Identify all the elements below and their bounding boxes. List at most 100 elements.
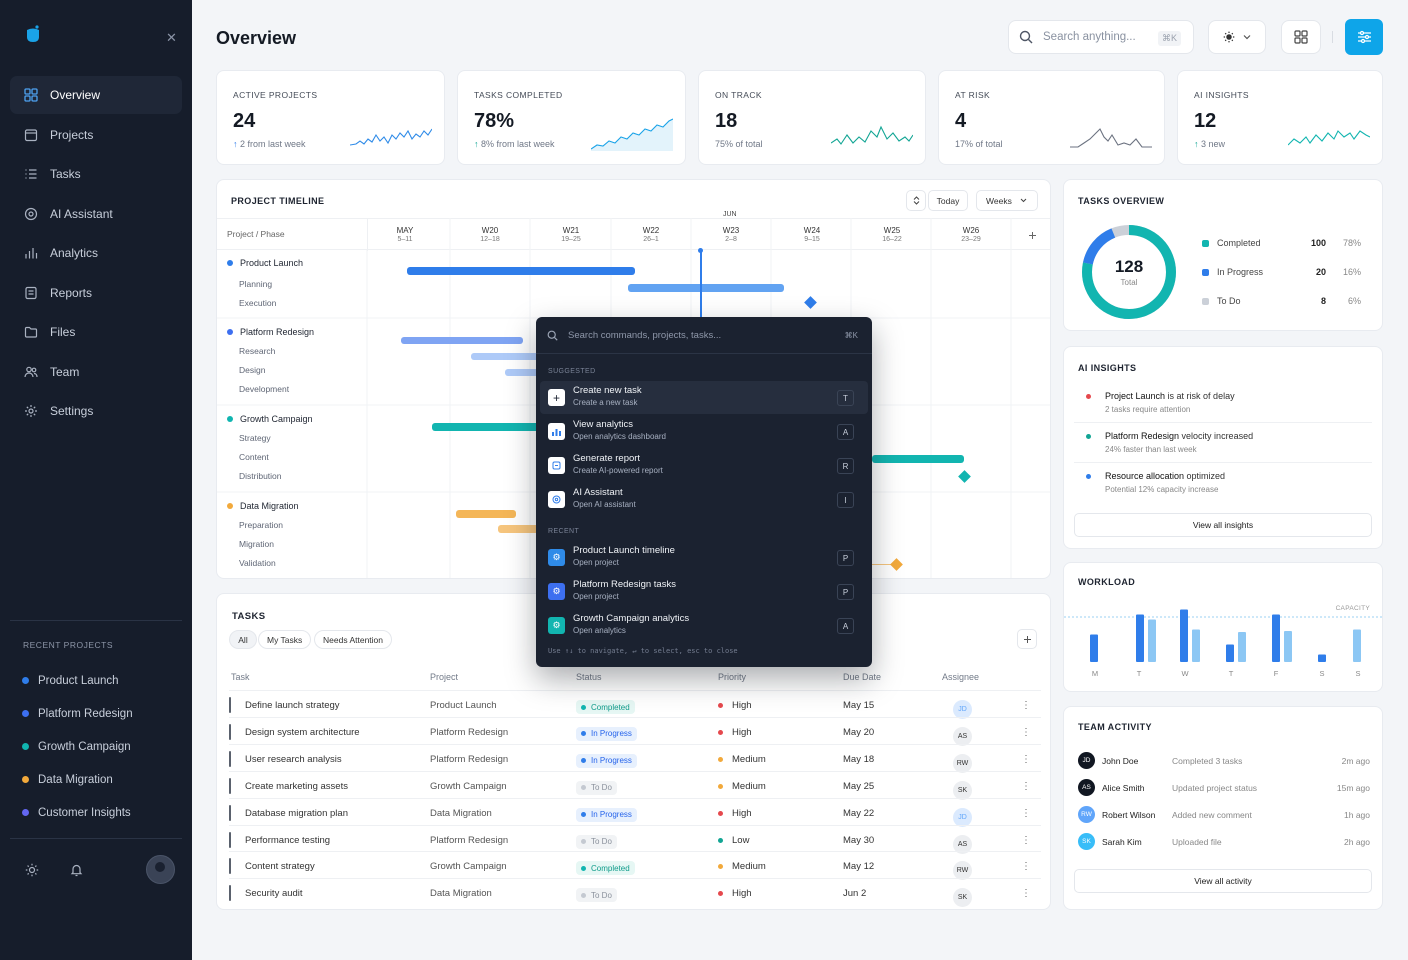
command-create-new-task[interactable]: + Create new task Create a new task T (540, 381, 868, 414)
priority-dot (718, 864, 723, 870)
sidebar-item-projects[interactable]: Projects (10, 116, 182, 154)
row-menu-icon[interactable]: ⋮ (1021, 888, 1031, 900)
recent-project-data-migration[interactable]: Data Migration (22, 763, 133, 796)
close-sidebar-icon[interactable]: ✕ (166, 30, 177, 45)
row-menu-icon[interactable]: ⋮ (1021, 700, 1031, 711)
table-row[interactable]: Database migration plan Data Migration In … (229, 797, 1041, 827)
activity-row[interactable]: JD John Doe Completed 3 tasks 2m ago (1078, 752, 1370, 770)
gantt-bar-preparation[interactable] (456, 510, 516, 518)
sidebar-item-tasks[interactable]: Tasks (10, 155, 182, 193)
gantt-bar-execution[interactable] (628, 284, 784, 292)
col-due-date[interactable]: Due Date (843, 672, 882, 682)
stat-card-at-risk[interactable]: AT RISK 4 17% of total (938, 70, 1165, 165)
table-row[interactable]: Create marketing assets Growth Campaign To… (229, 770, 1041, 800)
view-all-activity-button[interactable]: View all activity (1074, 869, 1372, 893)
project-name: Platform Redesign (240, 327, 315, 337)
expand-icon[interactable] (1028, 231, 1037, 240)
assignee-avatar[interactable]: AS (953, 834, 972, 854)
filters-button[interactable] (1345, 19, 1383, 55)
assignee-avatar[interactable]: RW (953, 753, 972, 773)
command-recent-product-launch[interactable]: ⚙ Product Launch timeline Open project P (540, 541, 868, 574)
theme-toggle-button[interactable] (1208, 20, 1266, 54)
app-logo-icon[interactable] (24, 24, 42, 44)
command-generate-report[interactable]: Generate report Create AI-powered report… (540, 449, 868, 482)
insight-item[interactable]: Project Launch is at risk of delay 2 task… (1074, 385, 1372, 423)
stat-card-tasks-completed[interactable]: TASKS COMPLETED 78% ↑ 8% from last week (457, 70, 686, 165)
assignee-avatar[interactable]: SK (953, 888, 972, 908)
timeline-project-platform-redesign[interactable]: Platform Redesign (227, 327, 314, 337)
row-menu-icon[interactable]: ⋮ (1021, 834, 1031, 846)
recent-project-platform-redesign[interactable]: Platform Redesign (22, 697, 133, 730)
row-menu-icon[interactable]: ⋮ (1021, 753, 1031, 765)
timeline-project-data-migration[interactable]: Data Migration (227, 501, 299, 511)
command-search-input[interactable]: Search commands, projects, tasks... ⌘K (536, 317, 872, 354)
gantt-bar-migration[interactable] (498, 525, 546, 533)
today-button[interactable]: Today (928, 190, 968, 211)
command-recent-growth-campaign[interactable]: ⚙ Growth Campaign analytics Open analyti… (540, 609, 868, 642)
timeline-project-growth-campaign[interactable]: Growth Campaign (227, 414, 313, 424)
gantt-bar-design[interactable] (471, 353, 561, 360)
sidebar-item-ai-assistant[interactable]: AI Assistant (10, 195, 182, 233)
table-row[interactable]: Security audit Data Migration To Do High Jun… (229, 878, 1041, 908)
bell-icon[interactable] (70, 863, 83, 877)
col-assignee[interactable]: Assignee (942, 672, 980, 682)
table-row[interactable]: Content strategy Growth Campaign Completed… (229, 851, 1041, 881)
command-view-analytics[interactable]: View analytics Open analytics dashboard … (540, 415, 868, 448)
assignee-avatar[interactable]: SK (953, 780, 972, 800)
col-status[interactable]: Status (576, 672, 602, 682)
recent-project-customer-insights[interactable]: Customer Insights (22, 796, 133, 829)
activity-row[interactable]: SK Sarah Kim Uploaded file 2h ago (1078, 833, 1370, 851)
recent-project-growth-campaign[interactable]: Growth Campaign (22, 730, 133, 763)
timeline-project-product-launch[interactable]: Product Launch (227, 258, 303, 268)
table-row[interactable]: Define launch strategy Product Launch Comp… (229, 690, 1041, 719)
search-input[interactable]: Search anything... ⌘K (1008, 20, 1194, 54)
table-row[interactable]: Design system architecture Platform Redes… (229, 716, 1041, 746)
sidebar-item-reports[interactable]: Reports (10, 274, 182, 312)
filter-needs-attention[interactable]: Needs Attention (314, 630, 393, 649)
apps-button[interactable] (1281, 20, 1321, 54)
recent-project-product-launch[interactable]: Product Launch (22, 664, 133, 697)
add-task-button[interactable] (1017, 629, 1037, 649)
table-row[interactable]: Performance testing Platform Redesign To D… (229, 824, 1041, 854)
row-menu-icon[interactable]: ⋮ (1021, 861, 1031, 873)
col-project[interactable]: Project (430, 672, 459, 682)
sidebar-item-overview[interactable]: Overview (10, 76, 182, 114)
assignee-avatar[interactable]: JD (953, 807, 972, 827)
sidebar-item-files[interactable]: Files (10, 313, 182, 351)
filter-my-tasks[interactable]: My Tasks (258, 630, 312, 649)
row-menu-icon[interactable]: ⋮ (1021, 726, 1031, 738)
view-all-insights-button[interactable]: View all insights (1074, 513, 1372, 537)
timeline-sort-button[interactable] (906, 190, 926, 211)
sidebar-item-team[interactable]: Team (10, 353, 182, 391)
stat-card-ai-insights[interactable]: AI INSIGHTS 12 ↑ 3 new (1177, 70, 1383, 165)
gantt-bar-development[interactable] (505, 369, 565, 376)
row-menu-icon[interactable]: ⋮ (1021, 807, 1031, 819)
gantt-bar-distribution[interactable] (872, 455, 964, 463)
user-avatar[interactable] (146, 855, 175, 884)
insight-item[interactable]: Resource allocation optimized Potential 1… (1074, 465, 1372, 503)
task-name: Performance testing (245, 834, 331, 846)
assignee-avatar[interactable]: JD (953, 700, 972, 719)
assignee-avatar[interactable]: RW (953, 861, 972, 881)
gantt-bar-strategy[interactable] (432, 423, 562, 431)
stat-card-on-track[interactable]: ON TRACK 18 75% of total (698, 70, 926, 165)
filter-all[interactable]: All (229, 630, 257, 649)
col-priority[interactable]: Priority (718, 672, 747, 682)
sun-icon[interactable] (25, 863, 39, 877)
stat-card-active-projects[interactable]: ACTIVE PROJECTS 24 ↑ 2 from last week (216, 70, 445, 165)
col-task[interactable]: Task (231, 672, 250, 682)
ai-glyph (552, 495, 561, 504)
command-recent-platform-redesign[interactable]: ⚙ Platform Redesign tasks Open project P (540, 575, 868, 608)
activity-row[interactable]: AS Alice Smith Updated project status 15m a… (1078, 779, 1370, 797)
insight-item[interactable]: Platform Redesign velocity increased 24% … (1074, 425, 1372, 463)
command-ai-assistant[interactable]: AI Assistant Open AI assistant I (540, 483, 868, 516)
activity-row[interactable]: RW Robert Wilson Added new comment 1h ago (1078, 806, 1370, 824)
gantt-bar-planning[interactable] (407, 267, 635, 275)
sidebar-item-analytics[interactable]: Analytics (10, 234, 182, 272)
sidebar-item-settings[interactable]: Settings (10, 392, 182, 430)
table-row[interactable]: User research analysis Platform Redesign I… (229, 743, 1041, 773)
gantt-bar-research[interactable] (401, 337, 523, 344)
row-menu-icon[interactable]: ⋮ (1021, 780, 1031, 792)
assignee-avatar[interactable]: AS (953, 726, 972, 746)
range-select[interactable]: Weeks (976, 190, 1038, 211)
